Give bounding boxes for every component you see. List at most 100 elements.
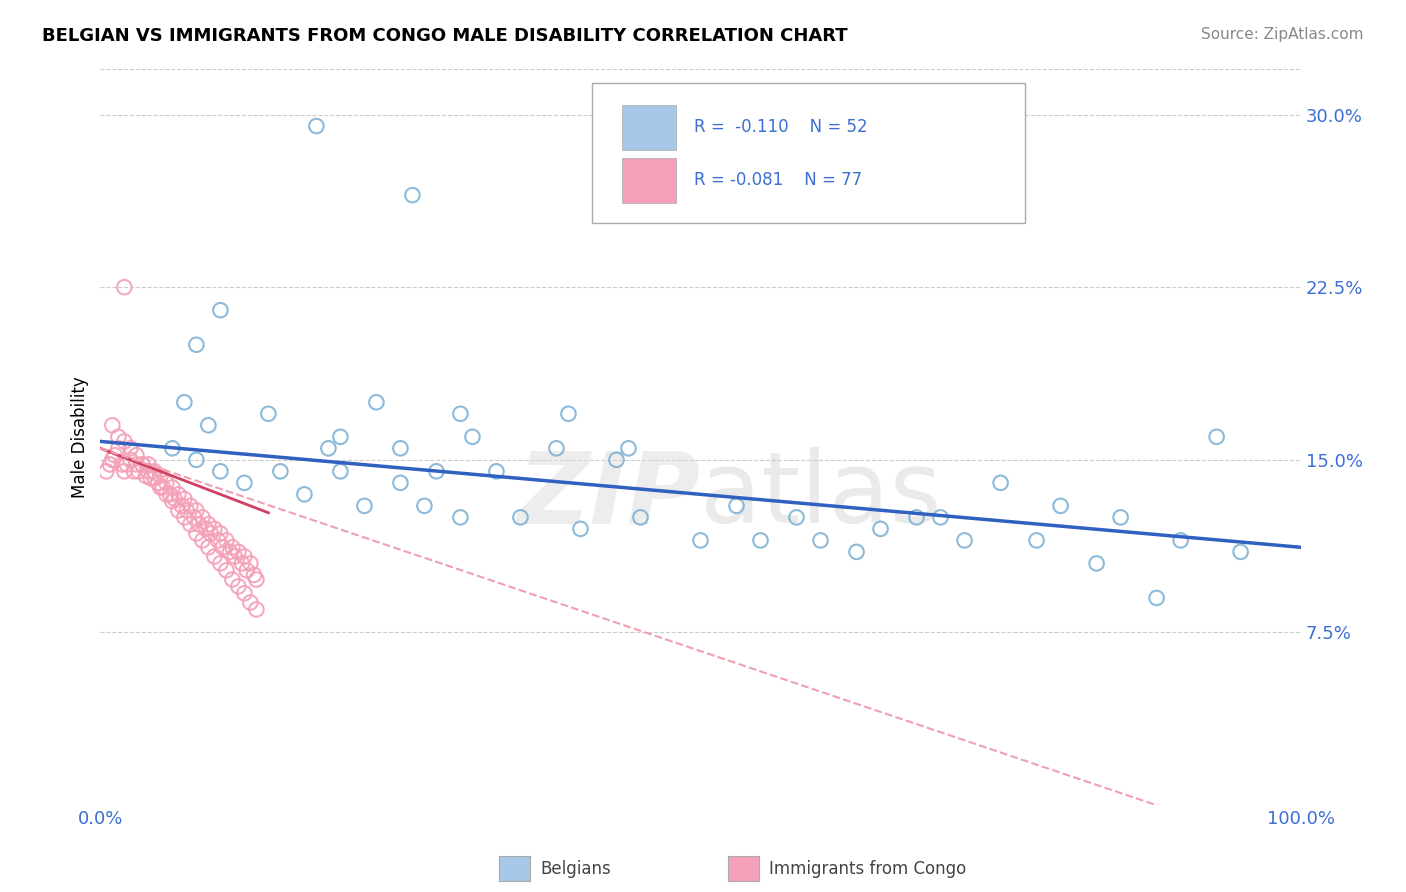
Point	[138, 458, 160, 472]
Point	[131, 458, 153, 472]
Point	[413, 499, 436, 513]
Point	[112, 434, 135, 449]
Point	[1229, 545, 1251, 559]
Point	[869, 522, 891, 536]
Point	[125, 458, 148, 472]
Point	[170, 499, 193, 513]
Point	[209, 464, 232, 478]
Point	[200, 526, 222, 541]
Point	[990, 475, 1012, 490]
Point	[125, 448, 148, 462]
Point	[197, 418, 219, 433]
Point	[194, 522, 217, 536]
Point	[228, 579, 250, 593]
Point	[1049, 499, 1071, 513]
Point	[112, 280, 135, 294]
Point	[143, 464, 166, 478]
Point	[209, 526, 232, 541]
FancyBboxPatch shape	[623, 105, 676, 150]
Point	[211, 541, 233, 555]
Point	[617, 442, 640, 456]
Point	[557, 407, 579, 421]
Point	[689, 533, 711, 548]
Point	[146, 475, 169, 490]
Point	[318, 442, 340, 456]
Point	[509, 510, 531, 524]
Point	[179, 499, 201, 513]
Point	[228, 545, 250, 559]
Point	[149, 480, 172, 494]
Text: atlas: atlas	[700, 447, 942, 544]
Point	[449, 407, 471, 421]
Point	[546, 442, 568, 456]
Point	[207, 533, 229, 548]
Y-axis label: Male Disability: Male Disability	[72, 376, 89, 498]
Point	[191, 510, 214, 524]
Point	[461, 430, 484, 444]
Point	[1205, 430, 1227, 444]
FancyBboxPatch shape	[592, 83, 1025, 223]
Point	[1085, 557, 1108, 571]
Point	[139, 471, 162, 485]
Point	[389, 475, 412, 490]
Point	[173, 395, 195, 409]
Point	[135, 469, 157, 483]
Point	[305, 119, 328, 133]
Point	[107, 442, 129, 456]
Text: Immigrants from Congo: Immigrants from Congo	[769, 860, 966, 878]
Point	[186, 526, 208, 541]
Point	[186, 503, 208, 517]
Point	[221, 573, 243, 587]
Point	[294, 487, 316, 501]
Point	[245, 573, 267, 587]
Point	[202, 522, 225, 536]
Point	[209, 557, 232, 571]
Point	[197, 517, 219, 532]
Point	[221, 541, 243, 555]
Point	[143, 471, 166, 485]
Point	[179, 517, 201, 532]
Text: R =  -0.110    N = 52: R = -0.110 N = 52	[695, 119, 868, 136]
Point	[449, 510, 471, 524]
Point	[120, 442, 142, 456]
Point	[173, 491, 195, 506]
Point	[163, 491, 186, 506]
Point	[1025, 533, 1047, 548]
Point	[115, 458, 138, 472]
Point	[219, 545, 242, 559]
Point	[167, 487, 190, 501]
Point	[1146, 591, 1168, 605]
Point	[845, 545, 868, 559]
Point	[186, 452, 208, 467]
Point	[245, 602, 267, 616]
Text: R = -0.081    N = 77: R = -0.081 N = 77	[695, 171, 863, 189]
Point	[183, 510, 205, 524]
Point	[215, 563, 238, 577]
Point	[366, 395, 388, 409]
Point	[630, 510, 652, 524]
Point	[243, 568, 266, 582]
Point	[231, 557, 253, 571]
Point	[749, 533, 772, 548]
Point	[104, 448, 127, 462]
Point	[233, 586, 256, 600]
Text: Source: ZipAtlas.com: Source: ZipAtlas.com	[1201, 27, 1364, 42]
Text: Belgians: Belgians	[540, 860, 610, 878]
Point	[209, 303, 232, 318]
Point	[173, 510, 195, 524]
Point	[122, 464, 145, 478]
Point	[155, 487, 177, 501]
Point	[162, 494, 184, 508]
Point	[111, 458, 134, 472]
Point	[725, 499, 748, 513]
Point	[224, 549, 246, 564]
Point	[176, 503, 198, 517]
Point	[162, 480, 184, 494]
Point	[98, 458, 121, 472]
Point	[389, 442, 412, 456]
Point	[215, 533, 238, 548]
Point	[239, 557, 262, 571]
Point	[953, 533, 976, 548]
Point	[167, 503, 190, 517]
Point	[101, 452, 124, 467]
